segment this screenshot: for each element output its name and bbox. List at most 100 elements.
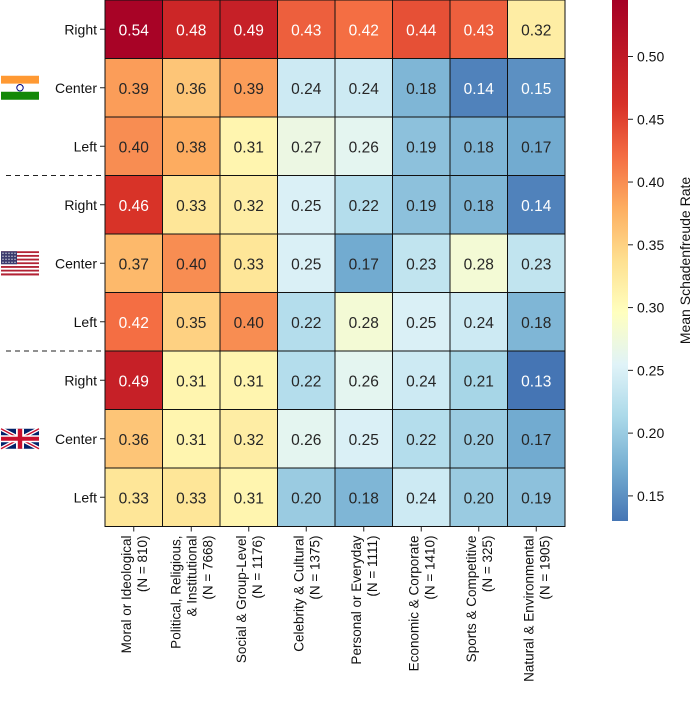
column-labels: Moral or Ideological (N = 810) Political, … [119,526,552,682]
heatmap-cell [219,0,278,59]
cell-value: 0.26 [349,373,379,390]
row-label: Right [64,372,97,388]
cell-value: 0.31 [176,373,206,390]
heatmap-cell [449,409,508,469]
heatmap-cell [219,292,278,352]
cell-value: 0.48 [176,22,206,39]
cell-value: 0.42 [119,315,149,332]
cell-value: 0.19 [521,490,551,507]
column-label-line: Political, Religious, [168,536,183,649]
heatmap-cell [104,409,163,469]
heatmap-cell [104,0,163,59]
cell-value: 0.18 [464,198,494,215]
cell-value: 0.25 [406,315,436,332]
colorbar: 0.15 0.20 0.25 0.30 0.35 0.40 0.45 0.50 Mean Sch… [612,0,693,521]
cell-value: 0.44 [406,22,437,39]
column-label-line: Social & Group-Level [234,536,249,664]
heatmap-cell [507,409,566,469]
column-n-label: (N = 1375) [307,536,322,600]
heatmap-cell [162,292,221,352]
column-label: Social & Group-Level (N = 1176) [234,536,265,664]
cell-value: 0.24 [406,373,437,390]
column-label: Economic & Corporate (N = 1410) [406,536,437,672]
heatmap-cell [507,175,566,235]
cell-value: 0.37 [119,256,149,273]
cell-value: 0.49 [234,22,264,39]
group-separators [6,175,101,352]
cell-value: 0.14 [464,81,495,98]
heatmap-cell [162,58,221,118]
heatmap-cell [507,467,566,527]
cell-value: 0.46 [119,198,149,215]
heatmap-cell [334,350,393,410]
column-n-label: (N = 1905) [537,536,552,600]
row-label: Center [55,255,97,271]
cell-value: 0.19 [406,198,436,215]
row-label: Right [64,197,97,213]
cell-value: 0.26 [291,432,321,449]
heatmap-cell [219,233,278,293]
heatmap-cell [277,58,336,118]
heatmap-cell [219,350,278,410]
heatmap-cell [277,409,336,469]
cell-value: 0.18 [521,315,551,332]
heatmap-cell [507,350,566,410]
cell-value: 0.40 [119,139,150,156]
column-label-line: Sports & Competitive [464,536,479,663]
cell-value: 0.33 [176,490,206,507]
heatmap-cell [449,350,508,410]
column-label: Political, Religious, & Institutional (N =… [168,536,215,649]
cell-value: 0.22 [406,432,436,449]
heatmap-cell [392,175,451,235]
row-label: Center [55,80,97,96]
heatmap-cell [162,467,221,527]
heatmap-cell [162,233,221,293]
heatmap-cell [392,350,451,410]
column-label: Sports & Competitive (N = 325) [464,536,495,663]
cell-value: 0.33 [119,490,149,507]
cell-value: 0.32 [234,432,264,449]
heatmap-cell [392,233,451,293]
cell-value: 0.17 [349,256,379,273]
heatmap-cell [162,175,221,235]
heatmap-cell [392,0,451,59]
cell-value: 0.39 [119,81,149,98]
column-label-line: & Institutional [184,536,199,617]
cell-value: 0.54 [119,22,150,39]
heatmap-cell [507,116,566,176]
row-label: Center [55,431,97,447]
cell-value: 0.33 [176,198,206,215]
cell-value: 0.22 [291,315,321,332]
heatmap-cell [334,58,393,118]
cell-value: 0.24 [291,81,322,98]
cell-value: 0.28 [349,315,379,332]
cell-value: 0.20 [291,490,322,507]
column-label: Celebrity & Cultural (N = 1375) [291,536,322,652]
cell-value-labels: 0.54 0.48 0.49 0.43 0.42 0.44 0.43 0.32 0.39 0.36… [119,22,552,507]
us-flag-icon [1,251,39,276]
cell-value: 0.22 [291,373,321,390]
heatmap-cell [219,409,278,469]
column-label-line: Celebrity & Cultural [291,536,306,652]
colorbar-tick-label: 0.30 [637,300,664,316]
cell-value: 0.21 [464,373,494,390]
row-label: Left [74,314,97,330]
colorbar-tick-label: 0.40 [637,174,664,190]
heatmap-cell [334,175,393,235]
cell-value: 0.18 [349,490,379,507]
heatmap-cell [507,58,566,118]
cell-value: 0.27 [291,139,321,156]
heatmap-cell [104,467,163,527]
heatmap-cell [104,233,163,293]
cell-value: 0.38 [176,139,206,156]
column-label-line: Natural & Environmental [521,536,536,682]
cell-value: 0.23 [406,256,436,273]
heatmap-cell [162,0,221,59]
india-flag-icon [1,75,39,100]
cell-value: 0.43 [464,22,494,39]
heatmap-cell [392,58,451,118]
cell-value: 0.13 [521,373,551,390]
heatmap-cell [219,116,278,176]
cell-value: 0.19 [406,139,436,156]
